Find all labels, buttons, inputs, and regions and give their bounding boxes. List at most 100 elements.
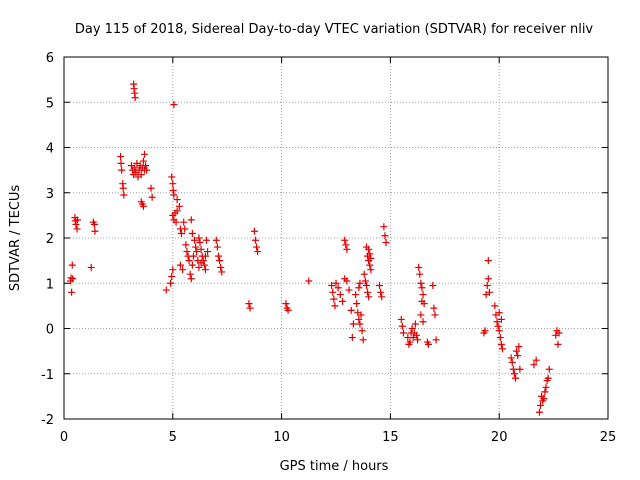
data-point [187,216,195,224]
data-point [366,250,374,258]
data-point [512,374,520,382]
data-point [203,236,211,244]
data-point [167,279,175,287]
data-point [367,266,375,274]
data-point [432,336,440,344]
data-point [191,236,199,244]
data-point [419,318,427,326]
data-point [418,284,426,292]
data-point [169,266,177,274]
data-point [361,277,369,285]
data-point [195,263,203,271]
data-point [246,304,254,312]
data-point [330,295,338,303]
data-point [162,286,170,294]
data-point [137,171,145,179]
data-points [67,80,563,416]
data-point [424,340,432,348]
data-point [218,268,226,276]
data-point [341,236,349,244]
data-point [180,218,188,226]
data-point [179,266,187,274]
data-point [397,315,405,323]
data-point [192,243,200,251]
data-point [117,159,125,167]
data-point [189,252,197,260]
data-point [193,248,201,256]
y-tick-label: 4 [46,142,54,157]
y-tick-label: 1 [46,277,54,292]
data-point [282,300,290,308]
data-point [414,336,422,344]
data-point [178,229,186,237]
data-point [358,327,366,335]
x-tick-label: 5 [169,430,177,445]
data-point [352,291,360,299]
data-point [554,340,562,348]
data-point [541,388,549,396]
chart-title: Day 115 of 2018, Sidereal Day-to-day VTE… [75,22,594,37]
data-point [491,302,499,310]
data-point [139,202,147,210]
y-tick-label: 2 [46,232,54,247]
data-point [365,293,373,301]
data-point [216,257,224,265]
data-point [173,207,181,215]
data-point [510,370,518,378]
data-point [366,261,374,269]
data-point [493,318,501,326]
data-point [542,383,550,391]
data-point [507,354,515,362]
data-point [169,186,177,194]
data-point [481,327,489,335]
data-point [364,288,372,296]
data-point [175,202,183,210]
y-tick-label: 0 [46,323,54,338]
data-point [245,300,253,308]
data-point [172,218,180,226]
data-point [495,309,503,317]
data-point [430,304,438,312]
axis-ticks [63,56,609,420]
data-point [356,320,364,328]
data-point [68,288,76,296]
data-point [130,85,138,93]
data-point [347,306,355,314]
data-point [416,270,424,278]
data-point [69,275,77,283]
data-point [117,153,125,161]
data-point [349,320,357,328]
data-point [498,345,506,353]
data-point [91,227,99,235]
data-point [67,274,75,282]
data-point [343,277,351,285]
data-point [484,257,492,265]
data-point [168,272,176,280]
data-point [329,288,337,296]
data-point [284,306,292,314]
data-point [148,193,156,201]
data-point [204,248,212,256]
data-point [417,311,425,319]
data-point [535,408,543,416]
x-tick-label: 20 [491,430,508,445]
data-point [516,365,524,373]
x-tick-label: 10 [273,430,290,445]
data-point [376,282,384,290]
data-point [168,173,176,181]
data-point [494,322,502,330]
data-point [532,356,540,364]
data-point [429,282,437,290]
data-point [356,279,364,287]
data-point [513,347,521,355]
data-point [419,291,427,299]
x-axis-label: GPS time / hours [280,459,389,474]
data-point [497,315,505,323]
data-point [342,241,350,249]
data-point [381,232,389,240]
data-point [545,365,553,373]
data-point [411,320,419,328]
data-point [353,300,361,308]
data-point [555,329,563,337]
data-point [328,282,336,290]
